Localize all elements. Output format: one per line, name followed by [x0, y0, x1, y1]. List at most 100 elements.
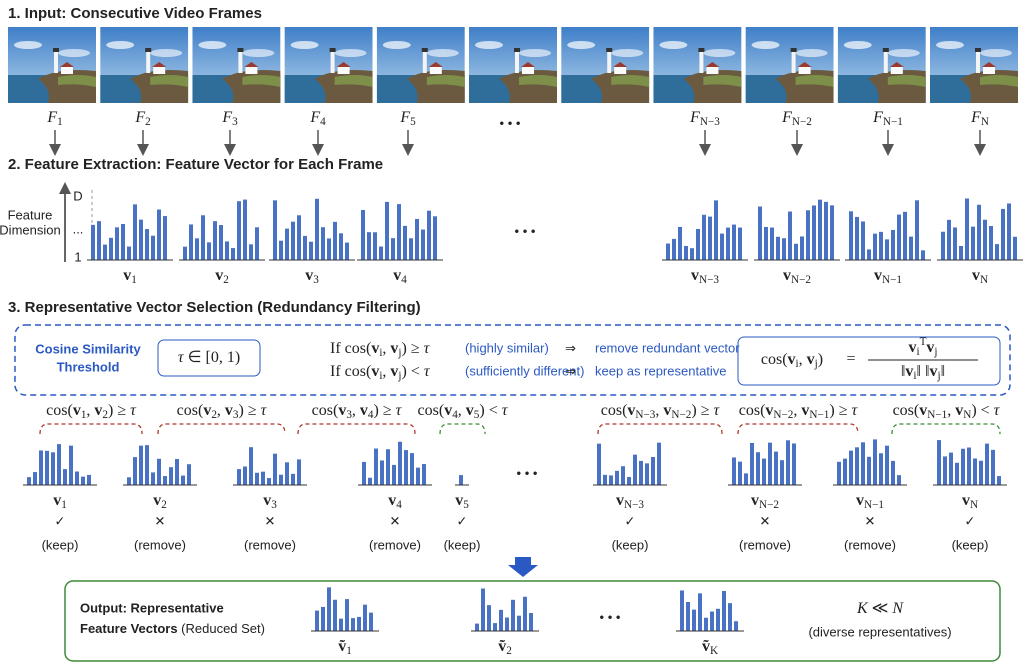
histogram-bar	[391, 238, 395, 260]
math-part: ,	[947, 402, 955, 419]
decision-mark: ✕	[390, 513, 401, 528]
decision-label: (keep)	[444, 537, 481, 552]
histogram-bar	[57, 444, 61, 485]
histogram-bar	[738, 227, 742, 260]
math-part: v	[94, 402, 102, 419]
math-part: v	[455, 492, 463, 509]
histogram-bar	[398, 441, 402, 485]
math-part: ) ≥	[829, 402, 851, 419]
math-part: v	[616, 492, 624, 509]
math-part: i	[379, 370, 382, 382]
math-part: 1	[131, 274, 137, 286]
math-part: v	[305, 267, 313, 284]
histogram-bar	[333, 599, 337, 631]
histogram-bar	[183, 246, 187, 260]
histogram-bar	[977, 204, 981, 260]
histogram-bar	[416, 467, 420, 485]
histogram-bar	[397, 204, 401, 260]
comparison-brace	[297, 423, 416, 435]
output-subtitle-bold: Feature Vectors	[80, 621, 178, 636]
vector-label: v2	[153, 492, 167, 511]
comparison-brace	[891, 423, 1001, 435]
histogram-bar	[285, 228, 289, 260]
histogram-bar	[380, 460, 384, 485]
histogram-bar	[734, 621, 738, 631]
rule-action: keep as representative	[595, 363, 727, 378]
histogram-bar	[163, 476, 167, 485]
histogram-bar	[879, 453, 883, 485]
rule-condition: If cos(vi, vj) < τ	[330, 363, 431, 382]
math-part: 3	[233, 409, 239, 421]
formula-den: ‖vi‖ ‖vj‖	[901, 363, 945, 382]
math-part: v	[788, 351, 796, 368]
math-part: cos(	[418, 402, 445, 419]
histogram-bar	[621, 466, 625, 485]
formula-box	[737, 336, 1001, 386]
output-box	[64, 580, 1001, 662]
histogram-bar	[207, 242, 211, 260]
histogram-bar	[983, 219, 987, 260]
math-part: cos(	[312, 402, 339, 419]
math-part: )	[818, 351, 823, 368]
math-part: K	[856, 600, 869, 617]
histogram-bar	[237, 469, 241, 485]
histogram-bar	[897, 475, 901, 485]
math-part: ,	[382, 340, 390, 357]
math-part: v	[908, 339, 916, 356]
histogram-bar	[261, 471, 265, 485]
math-part: F	[221, 109, 232, 126]
vector-label: v3	[305, 267, 319, 286]
math-part: F	[872, 109, 883, 126]
histogram-bar	[782, 238, 786, 260]
vector-label: vN−3	[691, 267, 719, 286]
histogram-bar	[151, 472, 155, 485]
vector-label: vN−2	[783, 267, 811, 286]
math-part: i	[796, 358, 799, 370]
histogram-bar	[151, 235, 155, 260]
histogram-bar	[369, 612, 373, 631]
histogram-bar	[965, 198, 969, 260]
math-part: v	[751, 492, 759, 509]
math-part: cos(	[893, 402, 920, 419]
ellipsis: • • •	[517, 465, 538, 480]
histogram-bar	[499, 609, 503, 631]
histogram-bar	[961, 448, 965, 485]
math-part: N−1	[883, 116, 903, 128]
histogram-bar	[744, 473, 748, 485]
histogram-bar	[672, 238, 676, 260]
histogram-bar	[698, 593, 702, 631]
decision-label: (remove)	[844, 537, 896, 552]
histogram-bar	[680, 590, 684, 631]
math-part: ,	[352, 402, 360, 419]
histogram-bar	[255, 472, 259, 485]
math-part: τ	[502, 402, 509, 419]
math-part: v	[663, 402, 671, 419]
histogram-bar	[756, 452, 760, 485]
math-part: N−1	[864, 499, 884, 511]
math-part: N−2	[791, 274, 811, 286]
math-part: N−1	[809, 409, 829, 421]
math-part: v	[874, 267, 882, 284]
comparison-label: cos(v2, v3) ≥ τ	[177, 402, 268, 421]
histogram-bar	[357, 616, 361, 631]
output-title: Output: Representative	[80, 600, 224, 615]
frame-label: FN−3	[689, 109, 720, 128]
histogram-bar	[830, 205, 834, 260]
math-part: ,	[217, 402, 225, 419]
video-frame	[930, 27, 1018, 103]
vector-label: vN	[972, 267, 988, 286]
math-part: cos(	[739, 402, 766, 419]
math-part: v	[371, 363, 379, 380]
histogram-bar	[603, 474, 607, 485]
histogram-bar	[985, 443, 989, 485]
histogram-bar	[219, 225, 223, 260]
histogram-bar	[794, 243, 798, 260]
histogram-bar	[651, 456, 655, 485]
vector-label: v4	[388, 492, 402, 511]
math-part: v	[929, 363, 937, 380]
rule-action: remove redundant vector	[595, 340, 740, 355]
histogram-bar	[955, 462, 959, 485]
histogram-bar	[818, 199, 822, 260]
math-part: ṽ	[498, 638, 506, 655]
